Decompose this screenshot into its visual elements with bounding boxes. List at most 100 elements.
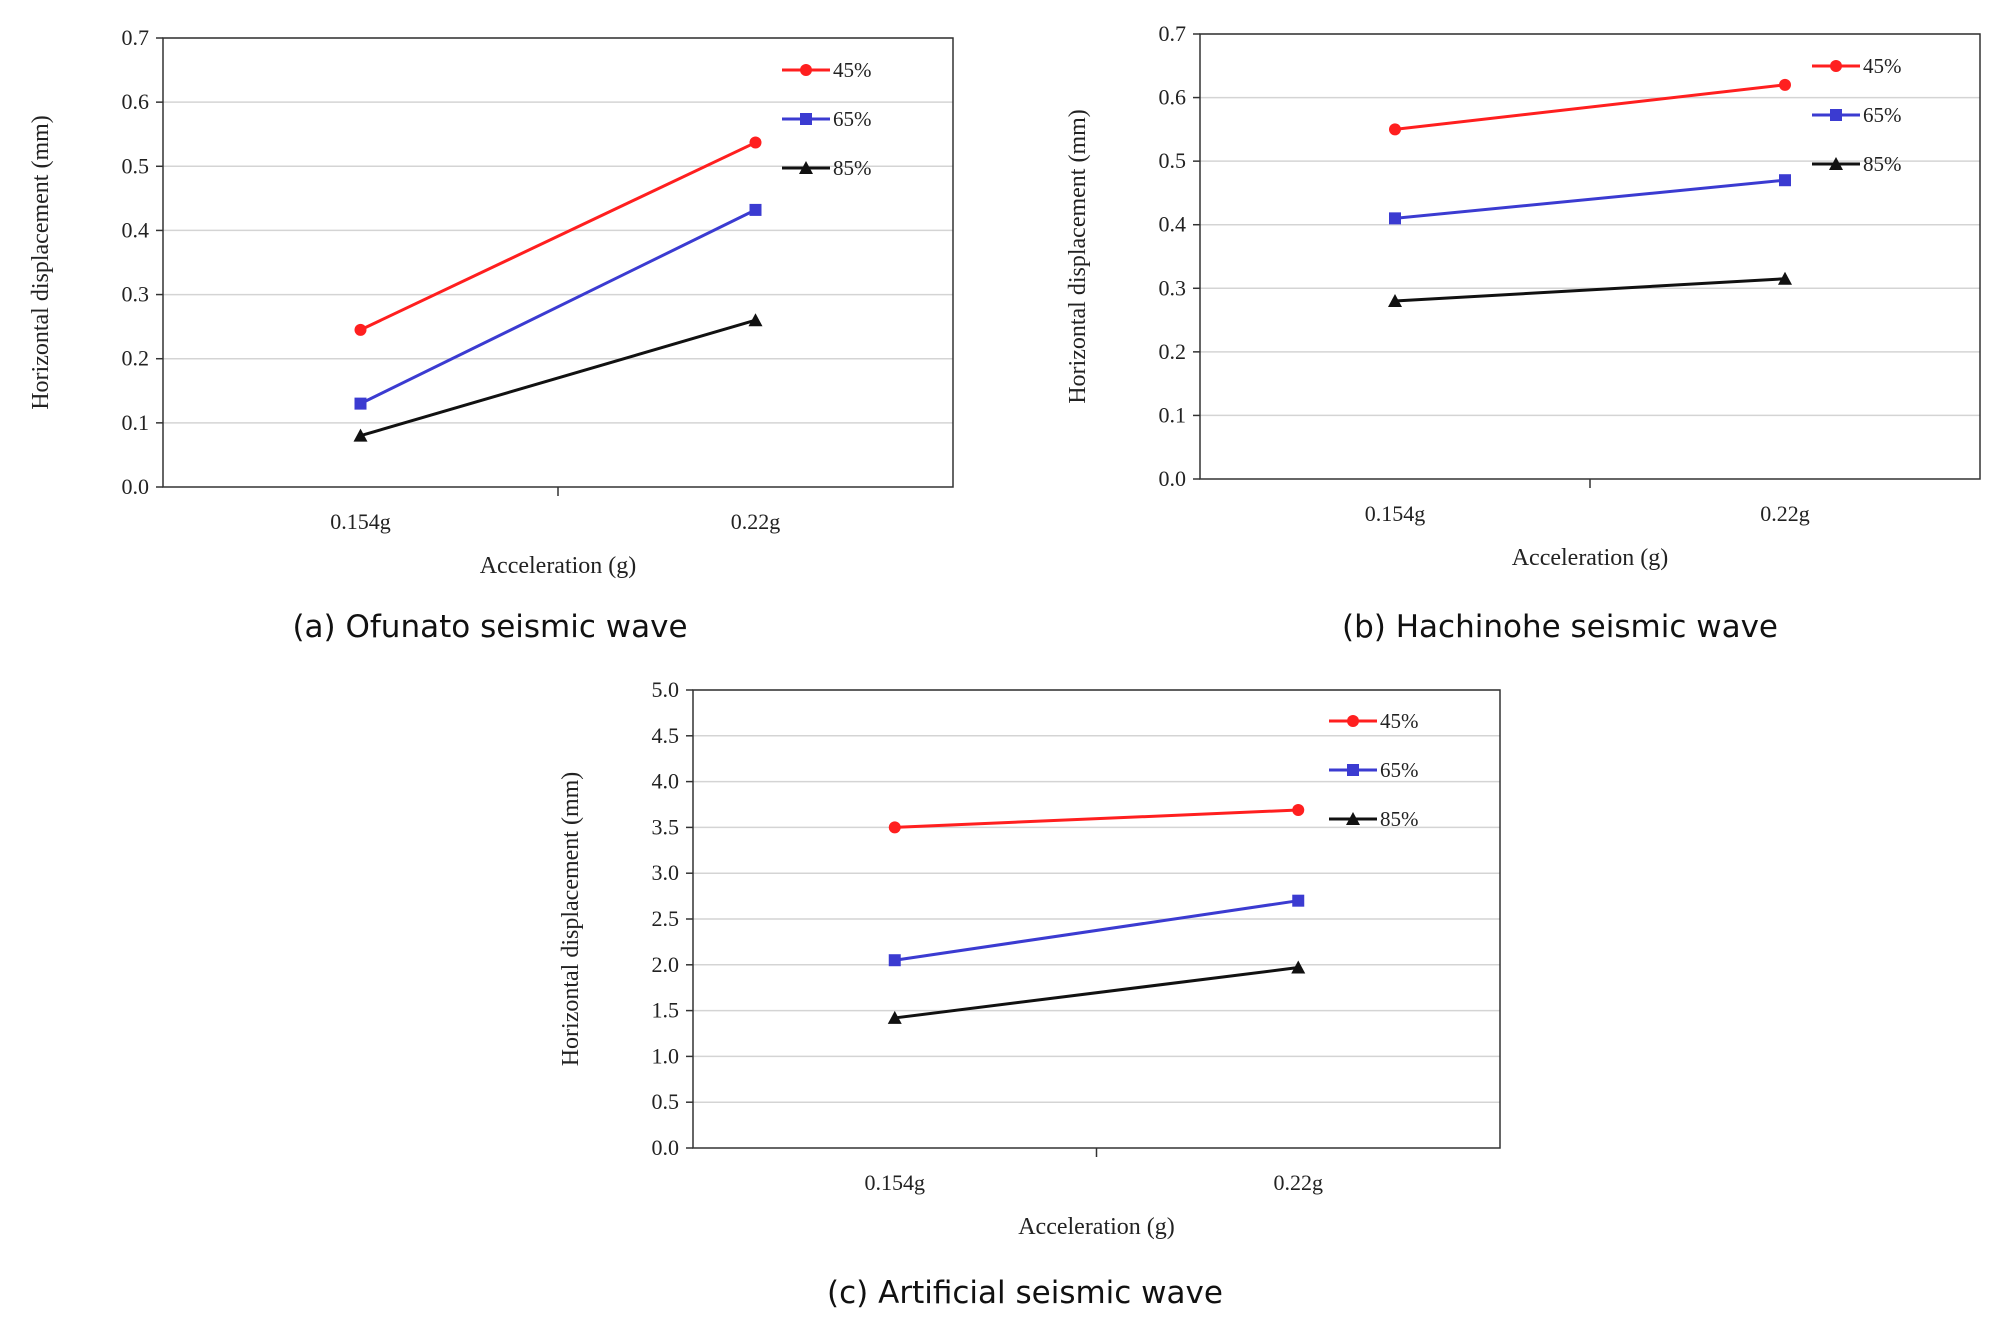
y-tick-label: 0.0 — [122, 474, 150, 499]
data-point — [749, 136, 762, 149]
legend-entry: 45% — [1329, 709, 1419, 733]
series-line — [1394, 83, 1786, 131]
legend-label: 45% — [1863, 54, 1902, 78]
panel-caption: (a) Ofunato seismic wave — [292, 609, 687, 645]
legend-label: 65% — [833, 107, 872, 131]
series-line — [894, 966, 1299, 1020]
x-tick-label: 0.154g — [865, 1170, 926, 1195]
legend-label: 85% — [833, 156, 872, 180]
legend-label: 45% — [1380, 709, 1419, 733]
y-tick-label: 0.7 — [1159, 21, 1187, 46]
series-85% — [1388, 271, 1792, 307]
legend-marker — [799, 161, 813, 174]
y-tick-label: 5.0 — [652, 677, 680, 702]
legend-marker — [1347, 715, 1359, 727]
data-point — [1778, 271, 1792, 285]
y-tick-label: 2.5 — [652, 906, 680, 931]
y-tick-label: 0.0 — [652, 1135, 680, 1160]
legend-marker — [1346, 812, 1360, 825]
legend-entry: 65% — [782, 107, 872, 131]
data-point — [1292, 803, 1305, 816]
series-85% — [887, 960, 1306, 1024]
legend-marker — [1829, 157, 1843, 170]
legend-entry: 45% — [782, 58, 872, 82]
data-point — [749, 203, 762, 216]
y-tick-label: 0.5 — [652, 1089, 680, 1114]
chart-panel-b: 0.0 0.1 0.2 0.3 0.4 0.5 0.6 0.7 0.154g 0.22g Accel… — [1065, 21, 1981, 645]
x-tick-label: 0.154g — [330, 509, 391, 534]
legend-entry: 85% — [1812, 152, 1902, 176]
y-tick-label: 1.0 — [652, 1043, 680, 1068]
data-point — [1292, 894, 1305, 907]
legend-entry: 85% — [1329, 807, 1419, 831]
x-tick-label: 0.22g — [1274, 1170, 1324, 1195]
y-tick-label: 0.3 — [122, 282, 150, 307]
y-tick-label: 0.6 — [1159, 85, 1187, 110]
data-point — [1291, 960, 1306, 974]
legend-label: 85% — [1380, 807, 1419, 831]
y-tick-label: 0.4 — [1159, 212, 1187, 237]
series-line — [359, 141, 757, 332]
series-line — [359, 208, 757, 405]
data-point — [888, 954, 901, 967]
x-axis-label: Acceleration (g) — [1512, 545, 1669, 571]
data-point — [1389, 212, 1401, 225]
panel-caption: (b) Hachinohe seismic wave — [1342, 609, 1778, 645]
x-tick-label: 0.22g — [1760, 501, 1810, 526]
x-axis-label: Acceleration (g) — [480, 553, 637, 579]
series-65% — [1389, 174, 1791, 225]
series-line — [1394, 178, 1786, 220]
legend-label: 85% — [1863, 152, 1902, 176]
legend-marker — [1347, 764, 1359, 776]
data-point — [887, 1010, 902, 1024]
legend-marker — [1830, 60, 1842, 72]
legend-entry: 65% — [1329, 758, 1419, 782]
y-tick-label: 3.5 — [652, 814, 680, 839]
data-point — [354, 397, 367, 410]
data-point — [888, 821, 901, 834]
series-line — [894, 808, 1299, 829]
y-tick-label: 0.5 — [1159, 148, 1187, 173]
series-65% — [354, 203, 762, 410]
y-tick-label: 0.2 — [1159, 339, 1187, 364]
panel-caption: (c) Artificial seismic wave — [827, 1275, 1223, 1311]
series-line — [1394, 277, 1786, 303]
series-85% — [353, 313, 763, 442]
legend-marker — [800, 64, 812, 76]
y-axis-label: Horizontal displacement (mm) — [28, 115, 54, 410]
legend-label: 45% — [833, 58, 872, 82]
legend-entry: 65% — [1812, 103, 1902, 127]
series-line — [360, 318, 756, 438]
data-point — [748, 313, 763, 327]
y-axis-label: Horizontal displacement (mm) — [558, 772, 584, 1067]
data-point — [1779, 174, 1791, 187]
x-axis-label: Acceleration (g) — [1018, 1214, 1175, 1240]
legend-label: 65% — [1380, 758, 1419, 782]
y-tick-label: 0.2 — [122, 346, 150, 371]
y-tick-label: 0.0 — [1159, 466, 1187, 491]
y-tick-label: 0.6 — [122, 89, 150, 114]
legend-marker — [1830, 109, 1842, 121]
legend-entry: 85% — [782, 156, 872, 180]
y-axis-label: Horizontal displacement (mm) — [1065, 109, 1091, 404]
chart-panel-a: 0.0 0.1 0.2 0.3 0.4 0.5 0.6 0.7 0.154g 0.22g Accel… — [28, 25, 954, 645]
legend-marker — [800, 113, 812, 125]
data-point — [1389, 123, 1401, 136]
y-tick-label: 3.0 — [652, 860, 680, 885]
legend-label: 65% — [1863, 103, 1902, 127]
series-65% — [888, 894, 1305, 967]
data-point — [353, 428, 368, 442]
x-tick-label: 0.154g — [1365, 501, 1426, 526]
series-line — [894, 899, 1299, 962]
data-point — [354, 323, 367, 336]
series-45% — [354, 136, 762, 336]
series-45% — [1389, 78, 1791, 136]
y-tick-label: 1.5 — [652, 998, 680, 1023]
y-tick-label: 2.0 — [652, 952, 680, 977]
y-tick-label: 0.4 — [122, 217, 150, 242]
series-45% — [888, 803, 1305, 834]
y-tick-label: 0.5 — [122, 153, 150, 178]
y-tick-label: 0.3 — [1159, 275, 1187, 300]
y-tick-label: 0.7 — [122, 25, 150, 50]
x-tick-label: 0.22g — [731, 509, 781, 534]
